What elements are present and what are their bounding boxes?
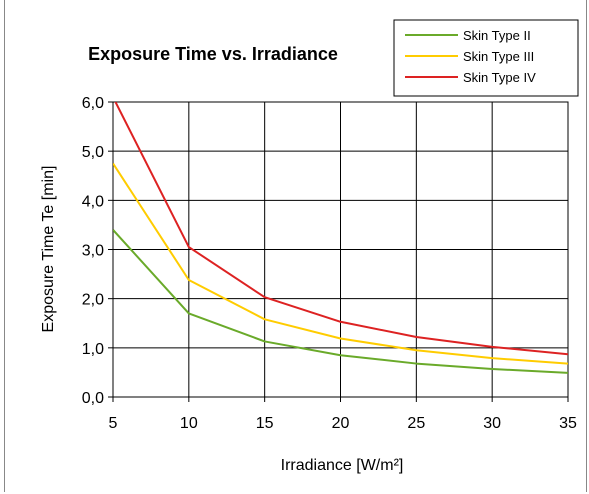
y-tick-label: 2,0 bbox=[82, 292, 104, 309]
x-tick-label: 10 bbox=[180, 415, 198, 432]
legend-box bbox=[393, 19, 579, 97]
x-tick-label: 25 bbox=[407, 415, 425, 432]
y-tick-label: 1,0 bbox=[82, 341, 104, 358]
x-axis-label: Irradiance [W/m²] bbox=[281, 457, 404, 474]
legend-label: Skin Type IV bbox=[463, 70, 536, 85]
x-tick-label: 35 bbox=[559, 415, 577, 432]
y-tick-labels: 0,0 1,0 2,0 3,0 4,0 5,0 6,0 bbox=[82, 95, 104, 407]
y-tick-label: 6,0 bbox=[82, 95, 104, 112]
plot-area bbox=[112, 101, 569, 398]
x-tick-labels: 5 10 15 20 25 30 35 bbox=[109, 415, 577, 432]
y-tick-label: 3,0 bbox=[82, 243, 104, 260]
y-tick-label: 0,0 bbox=[82, 390, 104, 407]
series-layer bbox=[113, 102, 568, 374]
y-tick-label: 5,0 bbox=[82, 144, 104, 161]
y-tick-label: 4,0 bbox=[82, 193, 104, 210]
x-tick-label: 20 bbox=[332, 415, 350, 432]
legend: Skin Type II Skin Type III Skin Type IV bbox=[393, 19, 579, 97]
x-tick-label: 15 bbox=[256, 415, 274, 432]
chart-title: Exposure Time vs. Irradiance bbox=[88, 44, 338, 64]
x-tick-label: 30 bbox=[483, 415, 501, 432]
legend-label: Skin Type II bbox=[463, 28, 531, 43]
x-tick-label: 5 bbox=[109, 415, 118, 432]
legend-label: Skin Type III bbox=[463, 49, 534, 64]
y-axis-label: Exposure Time Te [min] bbox=[40, 166, 57, 333]
grid bbox=[108, 101, 569, 402]
